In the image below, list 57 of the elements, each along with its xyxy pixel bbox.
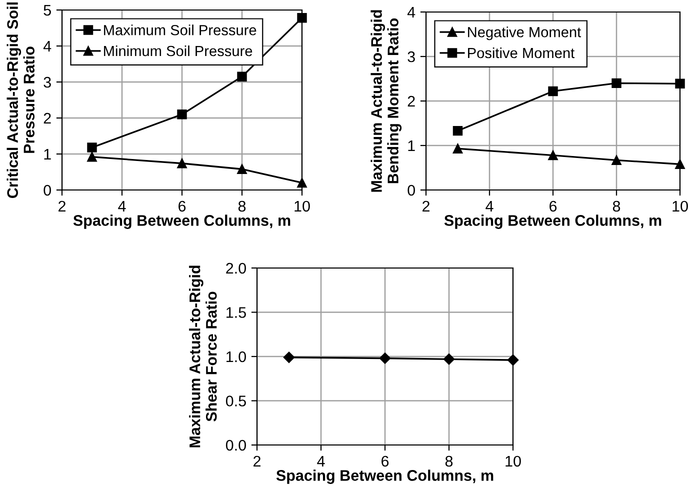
point [177,158,187,168]
y-tick-label: 1.5 [226,307,246,318]
legend-label: Positive Moment [468,47,575,58]
x-tick-label: 8 [445,456,453,467]
point [177,110,187,120]
point [548,86,558,96]
x-tick-label: 4 [317,456,325,466]
x-tick-label: 6 [382,456,389,467]
y-tick-label: 5 [44,5,51,16]
x-tick-label: 2 [422,200,430,212]
y-tick-label: 2 [408,96,415,107]
x-axis-title: Spacing Between Columns, m [444,214,662,229]
y-tick-label: 1 [408,140,415,152]
x-tick-label: 8 [238,200,246,212]
point [675,78,685,89]
legend-label: Minimum Soil Pressure [104,45,252,56]
x-tick-label: 10 [294,200,310,212]
y-tick-label: 1 [44,149,51,160]
y-tick-label: 0 [44,184,51,196]
x-tick-label: 6 [178,200,186,212]
point [612,155,622,166]
legend-label: Maximum Soil Pressure [104,24,256,36]
y-axis-title: Maximum Actual-to-Rigid Shear Force Ratio [189,266,217,448]
x-axis-title: Spacing Between Columns, m [73,214,290,229]
point [87,142,97,152]
x-axis-title: Spacing Between Columns, m [276,470,494,484]
point [297,178,307,188]
y-tick-label: 0 [408,184,415,196]
x-tick-label: 8 [612,200,620,212]
x-tick-label: 4 [486,200,494,212]
point [612,78,622,88]
legend-label: Negative Moment [468,26,582,40]
x-tick-label: 10 [506,456,521,467]
y-tick-label: 3 [408,51,415,62]
y-tick-label: 2.0 [226,262,246,274]
point [452,144,463,154]
x-tick-label: 4 [118,200,126,212]
point [237,164,247,174]
y-tick-label: 0.0 [226,440,246,451]
y-axis-title: Maximum Actual-to-Rigid Bending Moment Ratio [370,10,402,192]
y-tick-label: 4 [407,7,416,18]
y-tick-label: 4 [43,41,52,52]
y-tick-label: 0.5 [226,396,246,406]
point [237,72,247,82]
y-tick-label: 1.0 [226,351,246,362]
x-tick-label: 2 [254,456,260,466]
x-tick-label: 10 [672,200,688,212]
y-axis-title: Critical Actual-to-Rigid Soil Pressure Ratio [6,2,35,198]
x-tick-label: 6 [550,200,557,212]
y-tick-label: 3 [44,76,51,88]
point [452,126,463,136]
y-tick-label: 2 [44,112,51,124]
point [87,152,97,162]
point [675,159,685,170]
point [297,13,307,23]
point [548,150,558,160]
x-tick-label: 2 [58,200,66,212]
